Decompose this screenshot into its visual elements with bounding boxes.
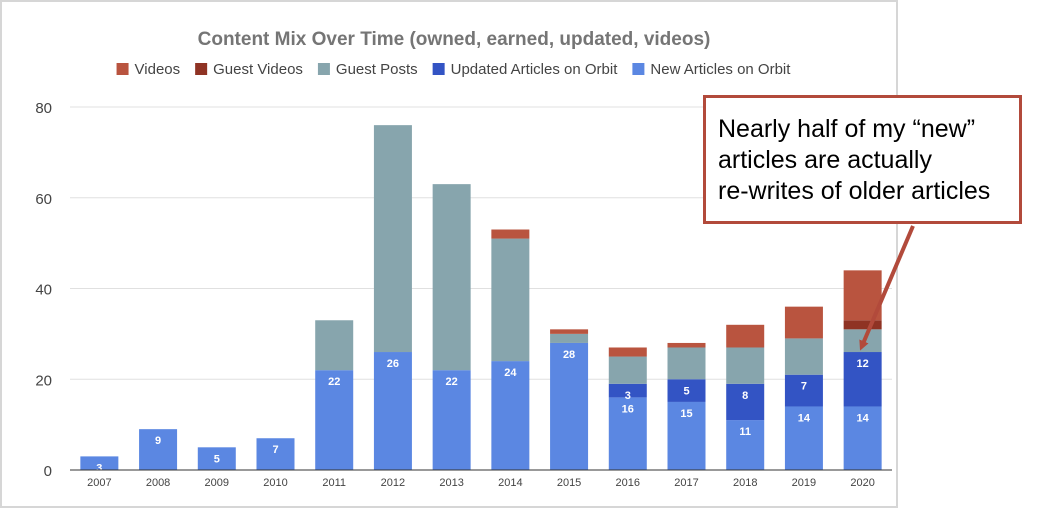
bar-segment: [139, 429, 178, 470]
bar-data-label: 14: [857, 412, 870, 424]
bar-data-label: 16: [622, 403, 634, 415]
bar-data-label: 7: [272, 444, 278, 456]
x-tick-label: 2008: [146, 477, 170, 489]
bar-data-label: 15: [680, 408, 692, 420]
bar-data-label: 3: [625, 390, 631, 402]
x-tick-label: 2018: [733, 477, 757, 489]
x-tick-label: 2013: [439, 477, 463, 489]
bar-segment: [80, 456, 119, 470]
legend: Videos Guest Videos Guest Posts Updated Art…: [116, 61, 791, 78]
bar-data-label: 28: [563, 349, 575, 361]
legend-label: Videos: [135, 61, 181, 78]
y-tick-label: 40: [35, 282, 52, 299]
callout-line-1: Nearly half of my “new”: [718, 115, 976, 143]
legend-label: New Articles on Orbit: [650, 61, 791, 78]
bars: [80, 125, 882, 470]
legend-swatch: [432, 63, 445, 75]
bar-segment: [491, 229, 530, 239]
bar-segment: [667, 342, 706, 348]
bar-segment: [491, 361, 530, 470]
bar-segment: [608, 356, 647, 384]
bar-segment: [432, 370, 471, 470]
y-tick-label: 60: [35, 191, 52, 208]
bar-data-label: 8: [742, 390, 748, 402]
annotation-callout: Nearly half of my “new” articles are act…: [703, 95, 1022, 224]
bar-data-label: 9: [155, 435, 161, 447]
y-tick-label: 80: [35, 100, 52, 117]
x-tick-label: 2015: [557, 477, 581, 489]
bar-data-label: 26: [387, 358, 399, 370]
bar-data-label: 5: [683, 385, 689, 397]
bar-segment: [550, 333, 589, 343]
bar-segment: [784, 338, 823, 375]
bar-segment: [432, 184, 471, 371]
bar-segment: [784, 374, 823, 407]
bar-data-label: 22: [328, 376, 340, 388]
bar-segment: [315, 370, 354, 470]
bar-segment: [784, 406, 823, 470]
bar-segment: [256, 438, 295, 470]
x-tick-label: 2020: [850, 477, 874, 489]
bar-segment: [373, 352, 412, 470]
callout-line-2: articles are actually: [718, 146, 932, 174]
bar-segment: [550, 342, 589, 470]
bar-segment: [726, 383, 765, 421]
bar-segment: [726, 324, 765, 348]
legend-swatch: [632, 63, 645, 75]
bar-data-label: 3: [96, 462, 102, 474]
y-axis: 0 20 40 60 80: [35, 100, 52, 480]
bar-segment: [608, 397, 647, 470]
chart-title: Content Mix Over Time (owned, earned, up…: [198, 29, 711, 50]
x-tick-label: 2007: [87, 477, 111, 489]
bar-data-label: 12: [857, 358, 869, 370]
bar-data-label: 22: [446, 376, 458, 388]
x-tick-label: 2016: [616, 477, 640, 489]
bar-segment: [726, 420, 765, 470]
bar-segment: [608, 383, 647, 398]
bar-segment: [197, 447, 236, 470]
x-tick-label: 2012: [381, 477, 405, 489]
legend-label: Updated Articles on Orbit: [451, 61, 619, 78]
bar-segment: [667, 347, 706, 380]
legend-swatch: [116, 63, 129, 75]
legend-label: Guest Posts: [336, 61, 418, 78]
bar-segment: [843, 329, 882, 353]
bar-data-label: 24: [504, 367, 517, 379]
bar-segment: [726, 347, 765, 384]
x-tick-label: 2014: [498, 477, 522, 489]
x-tick-label: 2011: [322, 477, 346, 489]
x-tick-label: 2010: [263, 477, 287, 489]
bar-segment: [843, 352, 882, 407]
bar-segment: [491, 238, 530, 362]
bar-data-label: 14: [798, 412, 811, 424]
chart-frame: Content Mix Over Time (owned, earned, up…: [0, 0, 898, 508]
bar-segment: [667, 379, 706, 402]
legend-swatch: [195, 63, 208, 75]
bar-segment: [608, 347, 647, 357]
bar-segment: [784, 306, 823, 339]
stacked-bar-chart: Content Mix Over Time (owned, earned, up…: [35, 29, 892, 489]
bar-data-label: 11: [739, 426, 751, 438]
bar-segment: [550, 329, 589, 334]
x-tick-label: 2017: [674, 477, 698, 489]
x-tick-label: 2009: [205, 477, 229, 489]
bar-segment: [843, 270, 882, 321]
legend-label: Guest Videos: [213, 61, 303, 78]
bar-segment: [315, 320, 354, 371]
bar-segment: [373, 125, 412, 353]
bar-data-label: 5: [214, 453, 220, 465]
callout-line-3: re-writes of older articles: [718, 177, 991, 205]
bar-data-label: 7: [801, 381, 807, 393]
bar-segment: [667, 401, 706, 470]
x-axis: 2007 2008 2009 2010 2011 2012 2013 2014 2015 2016…: [70, 469, 892, 489]
bar-segment: [843, 406, 882, 470]
x-tick-label: 2019: [792, 477, 816, 489]
y-tick-label: 20: [35, 372, 52, 389]
bar-segment: [843, 320, 882, 330]
legend-swatch: [317, 63, 330, 75]
y-tick-label: 0: [44, 463, 52, 480]
